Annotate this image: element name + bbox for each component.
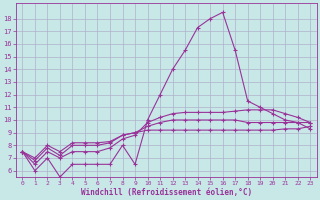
X-axis label: Windchill (Refroidissement éolien,°C): Windchill (Refroidissement éolien,°C) [81, 188, 252, 197]
